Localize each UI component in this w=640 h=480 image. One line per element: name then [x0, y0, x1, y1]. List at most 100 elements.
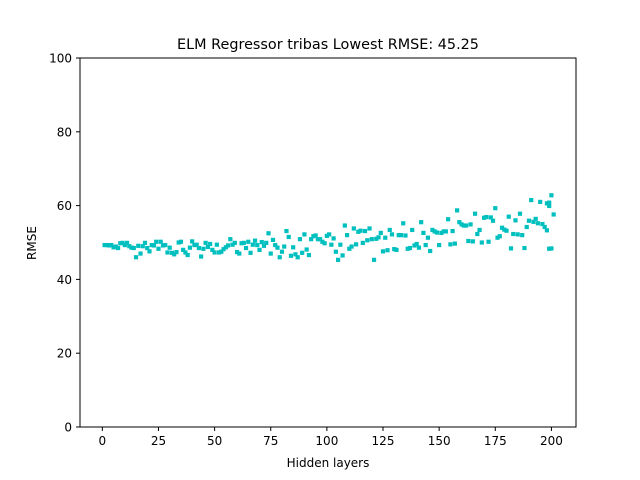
- data-point: [230, 242, 235, 247]
- data-point: [205, 244, 210, 250]
- data-point: [535, 221, 541, 226]
- data-point: [176, 240, 181, 245]
- data-point: [486, 239, 491, 244]
- data-point: [104, 242, 109, 248]
- data-point: [365, 238, 370, 243]
- data-point: [358, 228, 363, 233]
- data-point: [313, 233, 318, 238]
- x-tick-label: 200: [540, 434, 563, 448]
- data-point: [250, 242, 255, 247]
- data-point: [499, 225, 505, 230]
- x-tick-label: 175: [484, 434, 507, 448]
- data-point: [268, 251, 273, 256]
- data-point: [127, 244, 132, 249]
- data-point: [327, 232, 332, 237]
- data-point: [437, 242, 442, 248]
- data-point: [513, 218, 518, 223]
- data-point: [136, 243, 141, 248]
- data-point: [484, 214, 489, 220]
- data-point: [306, 252, 312, 258]
- data-point: [219, 249, 224, 254]
- data-point: [225, 243, 231, 248]
- data-point: [448, 242, 453, 247]
- data-point: [322, 241, 327, 246]
- data-point: [504, 228, 509, 233]
- data-point: [508, 246, 514, 251]
- data-point: [347, 246, 352, 251]
- data-point: [441, 229, 446, 234]
- data-point: [466, 238, 471, 244]
- data-point: [405, 246, 410, 251]
- data-point: [192, 242, 197, 248]
- data-point: [120, 240, 125, 245]
- data-point: [311, 234, 316, 239]
- data-point: [190, 239, 195, 244]
- data-point: [142, 240, 148, 245]
- data-point: [286, 234, 291, 240]
- data-point: [165, 250, 170, 255]
- data-point: [538, 199, 543, 205]
- data-point: [517, 211, 523, 216]
- data-point: [336, 257, 341, 262]
- data-point: [167, 245, 172, 250]
- data-point: [342, 223, 347, 228]
- data-point: [392, 247, 397, 252]
- data-point: [488, 215, 493, 220]
- data-point: [367, 226, 372, 231]
- data-point: [109, 242, 114, 248]
- data-point: [241, 240, 246, 245]
- data-point: [194, 242, 199, 247]
- x-tick-label: 25: [151, 434, 166, 448]
- data-point: [410, 227, 415, 233]
- x-tick-label: 0: [99, 434, 107, 448]
- data-point: [380, 249, 386, 254]
- data-point: [291, 245, 296, 250]
- data-point: [264, 240, 269, 245]
- data-point: [252, 238, 258, 243]
- data-point: [196, 245, 201, 251]
- data-point: [172, 252, 177, 257]
- data-point: [302, 232, 307, 237]
- data-point: [493, 206, 498, 211]
- x-axis-label: Hidden layers: [287, 456, 370, 470]
- data-point: [401, 221, 406, 226]
- data-point: [266, 231, 271, 236]
- data-point: [389, 232, 395, 237]
- y-tick-label: 20: [57, 347, 72, 361]
- data-point: [475, 231, 480, 237]
- data-point: [472, 211, 478, 216]
- data-point: [515, 232, 520, 237]
- data-point: [547, 246, 552, 251]
- data-point: [540, 221, 545, 227]
- data-point: [340, 253, 345, 258]
- x-tick-label: 150: [428, 434, 451, 448]
- data-point: [439, 230, 444, 236]
- data-point: [282, 244, 287, 249]
- data-point: [544, 228, 550, 233]
- data-point: [154, 239, 159, 244]
- data-point: [385, 248, 390, 253]
- data-point: [434, 230, 439, 235]
- data-point: [461, 223, 466, 228]
- data-point: [369, 237, 374, 242]
- data-point: [450, 228, 455, 234]
- data-point: [270, 237, 276, 243]
- data-point: [199, 254, 204, 259]
- data-point: [169, 250, 175, 255]
- data-point: [428, 248, 433, 254]
- data-point: [533, 216, 538, 221]
- data-point: [416, 245, 422, 250]
- data-point: [333, 249, 338, 254]
- data-point: [396, 233, 401, 238]
- data-point: [547, 203, 552, 209]
- data-point: [394, 247, 399, 252]
- data-point: [477, 227, 482, 233]
- data-point: [520, 233, 525, 238]
- data-point: [187, 245, 193, 250]
- data-point: [203, 240, 208, 245]
- data-point: [246, 239, 251, 244]
- data-point: [243, 245, 249, 251]
- data-point: [529, 197, 534, 203]
- data-point: [497, 234, 502, 239]
- data-point: [524, 224, 529, 230]
